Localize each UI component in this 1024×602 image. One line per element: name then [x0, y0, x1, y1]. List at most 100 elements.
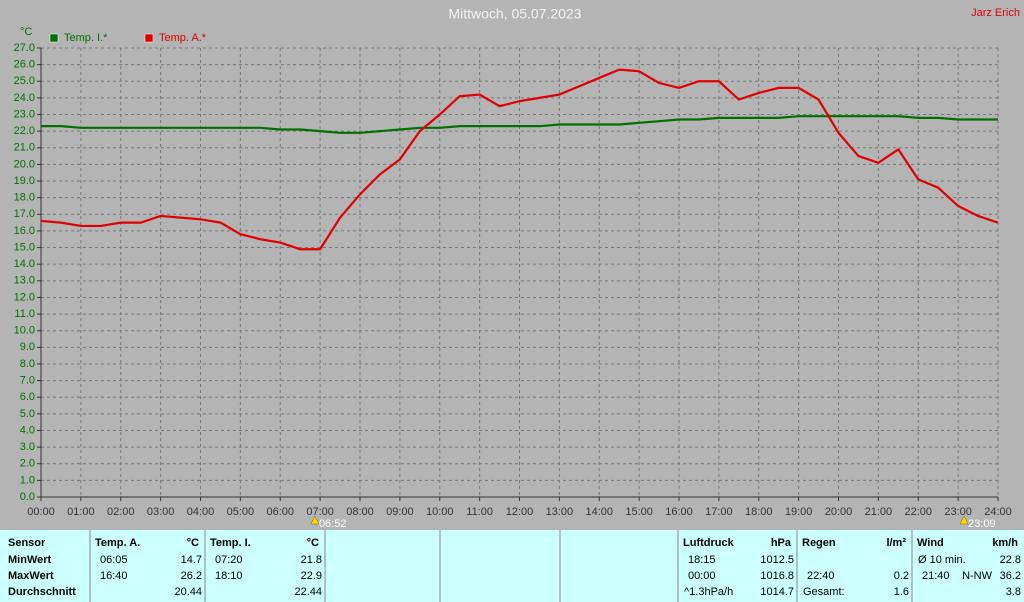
y-tick-label: 8.0	[20, 358, 35, 370]
y-tick-label: 5.0	[20, 408, 35, 420]
y-tick-label: 3.0	[20, 441, 35, 453]
x-tick-label: 24:00	[984, 506, 1012, 518]
y-tick-label: 0.0	[20, 491, 35, 503]
x-tick-label: 05:00	[227, 506, 255, 518]
annotation-label: 06:52	[319, 518, 347, 530]
sun-marker	[959, 515, 969, 525]
cell-time: 22:40	[807, 570, 835, 582]
cell-value: 26.2	[181, 570, 202, 582]
y-tick-label: 20.0	[14, 158, 35, 170]
cell-value: 21.8	[301, 554, 322, 566]
x-tick-label: 19:00	[785, 506, 813, 518]
cell-value: 22.8	[1000, 554, 1021, 566]
cell-note: Ø 10 min.	[918, 554, 966, 566]
x-tick-label: 15:00	[625, 506, 653, 518]
chart-background	[0, 0, 1024, 530]
cell-time: 18:10	[215, 570, 243, 582]
y-tick-label: 27.0	[14, 42, 35, 54]
y-tick-label: 18.0	[14, 192, 35, 204]
series-line	[40, 68, 999, 251]
x-tick-label: 10:00	[426, 506, 454, 518]
column-unit: km/h	[992, 537, 1018, 549]
author: Jarz Erich	[971, 7, 1020, 19]
cell-value: 22.9	[301, 570, 322, 582]
x-tick-label: 04:00	[187, 506, 215, 518]
x-tick-label: 14:00	[585, 506, 613, 518]
series-line	[41, 115, 998, 134]
row-label: Durchschnitt	[8, 586, 76, 598]
y-tick-label: 19.0	[14, 175, 35, 187]
y-tick-label: 23.0	[14, 108, 35, 120]
y-tick-label: 21.0	[14, 142, 35, 154]
x-tick-label: 07:00	[306, 506, 334, 518]
cell-value: 0.2	[894, 570, 909, 582]
x-tick-label: 03:00	[147, 506, 175, 518]
y-tick-label: 16.0	[14, 225, 35, 237]
cell-time: 16:40	[100, 570, 128, 582]
x-tick-label: 16:00	[665, 506, 693, 518]
legend-swatch	[144, 33, 154, 43]
column-unit: l/m²	[886, 537, 906, 549]
y-tick-label: 4.0	[20, 424, 35, 436]
x-tick-label: 13:00	[546, 506, 574, 518]
cell-time: 07:20	[215, 554, 243, 566]
y-tick-label: 6.0	[20, 391, 35, 403]
cell-value: 36.2	[1000, 570, 1021, 582]
cell-value: 14.7	[181, 554, 202, 566]
x-tick-label: 17:00	[705, 506, 733, 518]
x-tick-label: 22:00	[904, 506, 932, 518]
x-tick-label: 21:00	[865, 506, 893, 518]
column-header: Temp. A.	[95, 537, 140, 549]
x-tick-label: 11:00	[466, 506, 493, 518]
y-tick-label: 22.0	[14, 125, 35, 137]
y-tick-label: 24.0	[14, 92, 35, 104]
y-tick-label: 26.0	[14, 59, 35, 71]
x-tick-label: 00:00	[27, 506, 55, 518]
legend-swatch	[49, 33, 59, 43]
x-tick-label: 23:00	[944, 506, 972, 518]
y-tick-label: 15.0	[14, 241, 35, 253]
cell-note: Gesamt:	[803, 586, 845, 598]
cell-time: 21:40	[922, 570, 950, 582]
x-tick-label: 02:00	[107, 506, 135, 518]
column-header: Regen	[802, 537, 836, 549]
column-header: Temp. I.	[210, 537, 251, 549]
cell-value: 22.44	[294, 586, 322, 598]
cell-time: 18:15	[688, 554, 716, 566]
y-tick-label: 1.0	[20, 474, 35, 486]
cell-value: 1014.7	[760, 586, 794, 598]
row-label: MaxWert	[8, 570, 54, 582]
y-tick-label: 7.0	[20, 374, 35, 386]
cell-value: 1.6	[894, 586, 909, 598]
y-tick-label: 11.0	[14, 308, 35, 320]
sun-marker	[310, 515, 320, 525]
cell-time: 00:00	[688, 570, 716, 582]
y-tick-label: 25.0	[14, 75, 35, 87]
cell-time: 06:05	[100, 554, 128, 566]
column-header: Luftdruck	[683, 537, 735, 549]
cell-note: ^1.3hPa/h	[684, 586, 733, 598]
y-tick-label: 13.0	[14, 275, 35, 287]
cell-value: 1012.5	[760, 554, 794, 566]
row-label: MinWert	[8, 554, 52, 566]
cell-direction: N-NW	[962, 570, 993, 582]
legend-label: Temp. I.*	[64, 32, 108, 44]
table-background	[0, 530, 1024, 602]
y-tick-label: 14.0	[14, 258, 35, 270]
column-unit: °C	[187, 537, 199, 549]
y-tick-label: 2.0	[20, 458, 35, 470]
x-tick-label: 01:00	[67, 506, 95, 518]
x-tick-label: 08:00	[346, 506, 374, 518]
column-unit: hPa	[771, 537, 792, 549]
y-tick-label: 12.0	[14, 291, 35, 303]
y-axis-label: °C	[20, 26, 32, 38]
cell-value: 3.8	[1006, 586, 1021, 598]
y-tick-label: 17.0	[14, 208, 35, 220]
cell-value: 20.44	[174, 586, 202, 598]
row-label: Sensor	[8, 537, 46, 549]
column-header: Wind	[917, 537, 944, 549]
x-tick-label: 06:00	[266, 506, 294, 518]
column-unit: °C	[307, 537, 319, 549]
